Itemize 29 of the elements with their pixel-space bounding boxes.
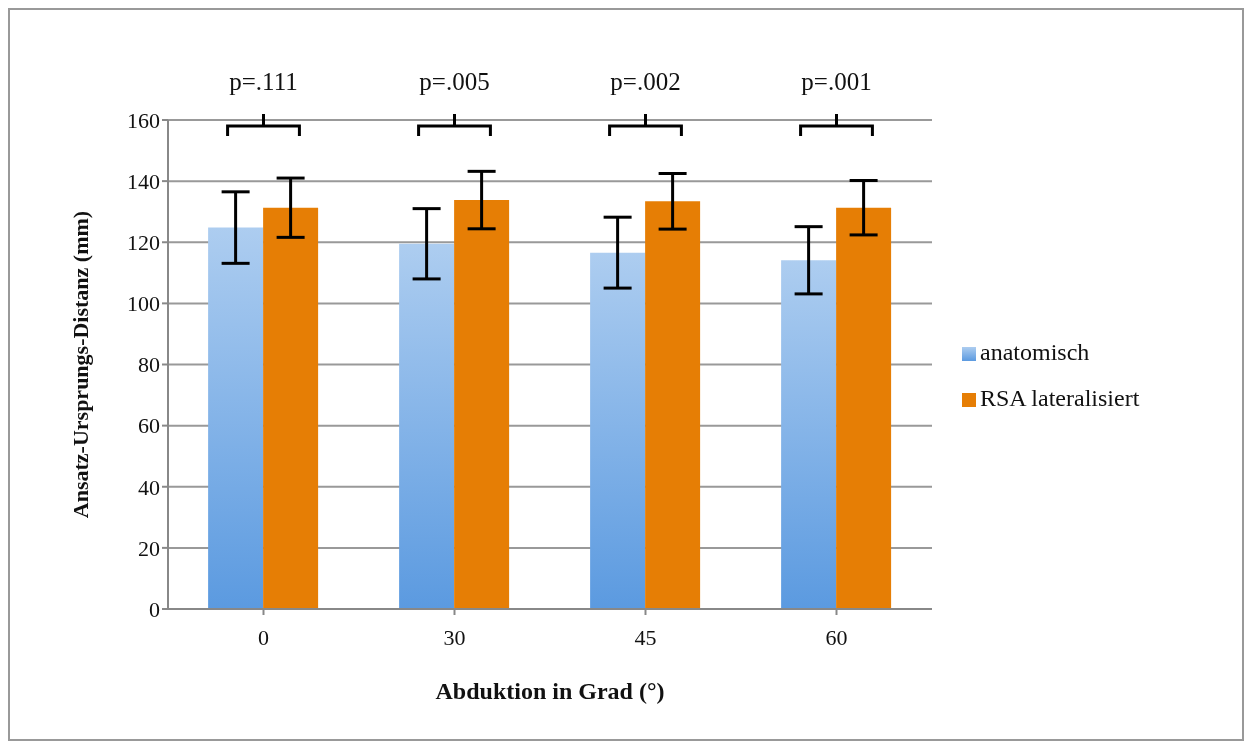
y-tick-label: 80 xyxy=(138,352,160,378)
x-axis-title: Abduktion in Grad (°) xyxy=(435,678,665,704)
y-axis-title: Ansatz-Ursprungs-Distanz (mm) xyxy=(67,210,93,519)
text: p=.005 xyxy=(419,68,490,95)
bar xyxy=(836,207,892,609)
y-tick-label: 0 xyxy=(149,596,160,622)
y-tick-label: 160 xyxy=(127,107,160,133)
y-tick-label: 40 xyxy=(138,474,160,500)
text: p=.002 xyxy=(610,68,681,95)
text: p=.111 xyxy=(229,68,298,95)
x-tick-label: 45 xyxy=(634,624,657,650)
x-tick-label: 0 xyxy=(258,624,269,650)
bar xyxy=(263,207,319,609)
y-tick-label: 140 xyxy=(127,168,160,194)
bar xyxy=(590,252,646,609)
legend-label: RSA lateralisiert xyxy=(980,384,1140,411)
y-tick-label: 120 xyxy=(127,230,160,256)
x-tick-label: 60 xyxy=(825,624,848,650)
bar xyxy=(454,200,510,609)
bar xyxy=(208,227,264,609)
bar xyxy=(781,260,837,609)
y-tick-label: 20 xyxy=(138,535,160,561)
bar xyxy=(399,243,455,609)
y-tick-label: 100 xyxy=(127,291,160,317)
y-tick-label: 60 xyxy=(138,413,160,439)
text: p=.001 xyxy=(801,68,872,95)
bar xyxy=(645,201,701,609)
legend-label: anatomisch xyxy=(980,338,1090,365)
x-tick-label: 30 xyxy=(443,624,466,650)
